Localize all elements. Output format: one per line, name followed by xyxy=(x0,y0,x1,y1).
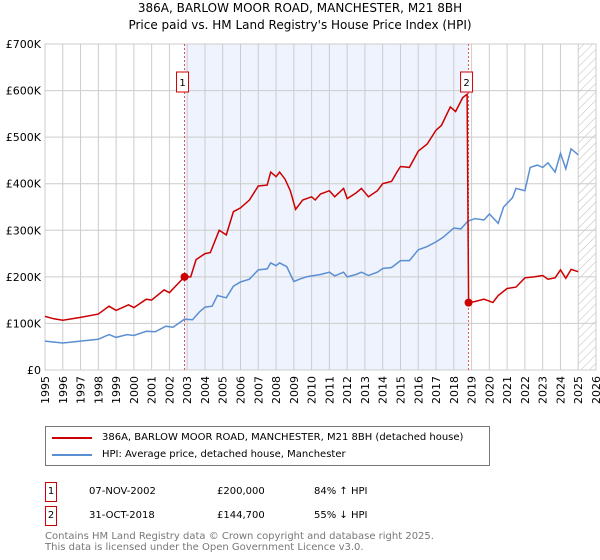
transaction-badge: 2 xyxy=(45,506,57,526)
x-tick-label: 1998 xyxy=(92,376,105,404)
x-tick-label: 2020 xyxy=(483,376,496,404)
transaction-hpi: 84% ↑ HPI xyxy=(314,486,368,497)
x-tick-label: 2008 xyxy=(270,376,283,404)
x-tick-label: 2002 xyxy=(163,376,176,404)
sale-label-box xyxy=(176,71,190,93)
transaction-hpi: 55% ↓ HPI xyxy=(314,510,368,521)
y-tick-label: £200K xyxy=(6,271,42,284)
transaction-badge: 1 xyxy=(45,482,57,502)
x-tick-label: 2012 xyxy=(341,376,354,404)
y-tick-label: £100K xyxy=(6,317,42,330)
transaction-row: 2 31-OCT-2018 £144,700 55% ↓ HPI xyxy=(45,506,545,526)
x-tick-label: 2013 xyxy=(359,376,372,404)
sale-label-box xyxy=(460,71,474,93)
footer-licence: This data is licensed under the Open Gov… xyxy=(45,542,364,553)
sale-point xyxy=(464,298,473,307)
x-tick-label: 2004 xyxy=(199,376,212,404)
chart-title: 386A, BARLOW MOOR ROAD, MANCHESTER, M21 … xyxy=(137,1,463,15)
transaction-date: 31-OCT-2018 xyxy=(89,510,155,521)
x-tick-label: 2005 xyxy=(217,376,230,404)
sale-label: 2 xyxy=(463,78,469,89)
x-tick-label: 2022 xyxy=(519,376,532,404)
x-tick-label: 2024 xyxy=(554,376,567,404)
property-price-line xyxy=(44,92,579,321)
x-tick-label: 2014 xyxy=(377,376,390,404)
x-tick-label: 2003 xyxy=(181,376,194,404)
y-tick-label: £300K xyxy=(6,224,42,237)
chart-subtitle: Price paid vs. HM Land Registry's House … xyxy=(128,18,472,32)
y-tick-label: £700K xyxy=(6,38,42,51)
x-tick-label: 2015 xyxy=(394,376,407,404)
hpi-line xyxy=(44,147,579,344)
transaction-date: 07-NOV-2002 xyxy=(89,486,156,497)
x-tick-label: 2010 xyxy=(306,376,319,404)
x-tick-label: 2016 xyxy=(412,376,425,404)
plot-area: 1995 1996 1997 1998 1999 2000 2001 2002 2003 2004… xyxy=(6,38,600,404)
sale-label: 1 xyxy=(179,78,185,89)
x-tick-label: 2017 xyxy=(430,376,443,404)
x-tick-label: 2006 xyxy=(235,376,248,404)
x-tick-label: 1999 xyxy=(110,376,123,404)
transaction-price: £200,000 xyxy=(217,486,265,497)
x-tick-label: 2007 xyxy=(252,376,265,404)
x-tick-label: 2025 xyxy=(572,376,585,404)
legend-swatch-property xyxy=(52,436,92,439)
x-tick-label: 2009 xyxy=(288,376,301,404)
y-tick-label: £400K xyxy=(6,178,42,191)
transaction-row: 1 07-NOV-2002 £200,000 84% ↑ HPI xyxy=(45,482,545,502)
x-tick-label: 2001 xyxy=(146,376,159,404)
x-tick-label: 1997 xyxy=(75,376,88,404)
y-tick-label: £500K xyxy=(6,131,42,144)
x-tick-label: 2021 xyxy=(501,376,514,404)
legend-label-hpi: HPI: Average price, detached house, Manc… xyxy=(102,449,346,460)
sale-point xyxy=(180,272,189,281)
y-tick-label: £0 xyxy=(27,364,41,377)
x-tick-label: 2023 xyxy=(537,376,550,404)
x-tick-label: 2019 xyxy=(466,376,479,404)
legend-swatch-hpi xyxy=(52,453,92,456)
y-tick-label: £600K xyxy=(6,85,42,98)
x-tick-label: 2018 xyxy=(448,376,461,404)
x-tick-label: 2000 xyxy=(128,376,141,404)
footer-copyright: Contains HM Land Registry data © Crown c… xyxy=(45,531,434,542)
x-tick-label: 2026 xyxy=(590,376,600,404)
plot-border xyxy=(44,43,597,371)
forecast-hatch xyxy=(578,44,596,370)
x-tick-label: 2011 xyxy=(323,376,336,404)
ownership-shade xyxy=(184,44,469,370)
legend: 386A, BARLOW MOOR ROAD, MANCHESTER, M21 … xyxy=(45,426,490,466)
x-tick-label: 1996 xyxy=(57,376,70,404)
transaction-price: £144,700 xyxy=(217,510,265,521)
legend-label-property: 386A, BARLOW MOOR ROAD, MANCHESTER, M21 … xyxy=(102,432,464,443)
x-tick-label: 1995 xyxy=(39,376,52,404)
